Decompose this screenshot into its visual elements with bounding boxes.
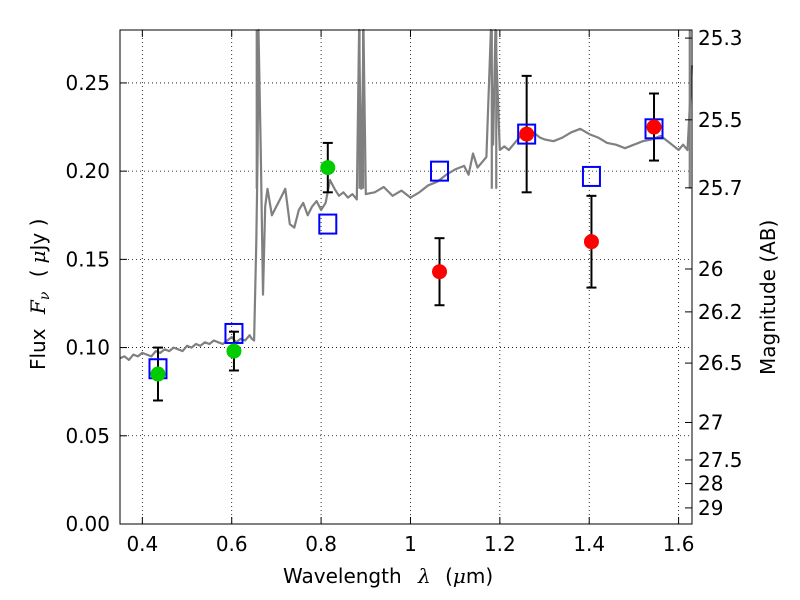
y-tick-label: 0.15 bbox=[65, 247, 110, 271]
y-tick-label: 0.00 bbox=[65, 512, 110, 536]
model-spectrum-path bbox=[119, 28, 694, 361]
right-tick-label: 27 bbox=[698, 410, 723, 434]
x-axis-label: Wavelength λ (μm) bbox=[283, 564, 493, 588]
x-tick-label: 1.6 bbox=[663, 532, 695, 556]
right-tick-label: 25.5 bbox=[698, 108, 743, 132]
x-tick-label: 1.4 bbox=[573, 532, 605, 556]
x-tick-label: 1 bbox=[404, 532, 417, 556]
model-photometry-box bbox=[224, 322, 244, 344]
y-tick-label: 0.05 bbox=[65, 424, 110, 448]
red-data-point bbox=[432, 264, 448, 280]
model-spectrum-line bbox=[119, 28, 694, 361]
data-markers bbox=[148, 118, 664, 382]
model-photometry-box bbox=[517, 123, 537, 145]
y-tick-label: 0.10 bbox=[65, 336, 110, 360]
red-data-point bbox=[646, 119, 662, 135]
y-axis-label: Flux Fν (μJy ) bbox=[26, 219, 54, 370]
model-photometry-box bbox=[644, 118, 664, 140]
right-tick-label: 28 bbox=[698, 472, 723, 496]
red-data-point bbox=[583, 234, 599, 250]
right-tick-label: 26 bbox=[698, 257, 723, 281]
plot-frame bbox=[119, 29, 693, 525]
right-tick-label: 25.3 bbox=[698, 26, 743, 50]
y-axis-ticks: 0.00 0.05 0.10 0.15 0.20 0.25 bbox=[65, 71, 127, 536]
x-tick-label: 1.2 bbox=[484, 532, 516, 556]
y-tick-label: 0.25 bbox=[65, 71, 110, 95]
model-spectrum-spikes bbox=[255, 30, 691, 189]
right-tick-label: 25.7 bbox=[698, 176, 743, 200]
right-tick-label: 29 bbox=[698, 496, 723, 520]
x-tick-label: 0.4 bbox=[126, 532, 158, 556]
green-data-point bbox=[226, 343, 242, 359]
right-tick-label: 26.2 bbox=[698, 300, 743, 324]
y-tick-label: 0.20 bbox=[65, 159, 110, 183]
model-photometry-box bbox=[430, 160, 450, 182]
right-axis-label: Magnitude (AB) bbox=[756, 220, 780, 375]
green-data-point bbox=[320, 160, 336, 176]
model-photometry-box bbox=[581, 165, 601, 187]
x-tick-label: 0.6 bbox=[216, 532, 248, 556]
red-data-point bbox=[519, 126, 535, 142]
right-tick-label: 26.5 bbox=[698, 351, 743, 375]
x-tick-label: 0.8 bbox=[305, 532, 337, 556]
right-tick-label: 27.5 bbox=[698, 448, 743, 472]
x-axis-ticks: 0.4 0.6 0.8 1 1.2 1.4 1.6 bbox=[126, 30, 695, 556]
grid-lines bbox=[120, 30, 692, 525]
green-data-point bbox=[150, 366, 166, 382]
model-photometry-box bbox=[318, 213, 338, 235]
